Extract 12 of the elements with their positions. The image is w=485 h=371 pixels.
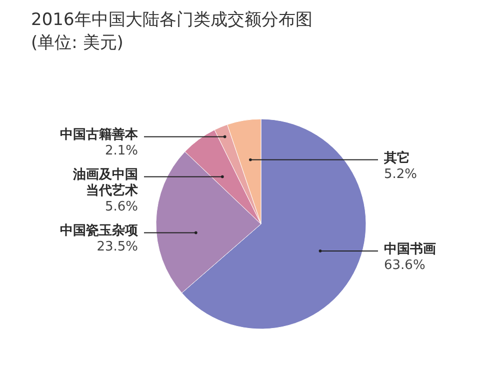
chart-subtitle: (单位: 美元)	[31, 33, 124, 53]
slice-label: 中国瓷玉杂项	[60, 224, 139, 239]
data-label: 63.6%	[384, 258, 426, 273]
data-label: 23.5%	[96, 240, 138, 255]
chart-title: 2016年中国大陆各门类成交额分布图	[31, 10, 312, 30]
data-label: 5.2%	[384, 166, 418, 182]
data-label: 2.1%	[104, 144, 138, 159]
data-label: 5.6%	[104, 200, 138, 215]
slice-label: 油画及中国当代艺术	[72, 168, 138, 199]
slice-label: 中国古籍善本	[60, 126, 139, 143]
slice-label: 其它	[383, 150, 410, 166]
slice-label: 中国书画	[384, 242, 436, 257]
